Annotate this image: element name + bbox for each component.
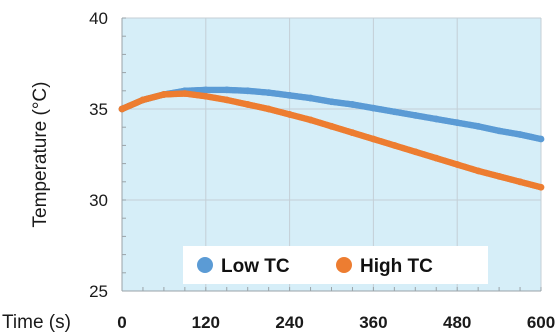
data-point: [349, 129, 356, 137]
x-tick-labels: 0 120 240 360 480 600: [117, 313, 555, 332]
data-point: [432, 154, 440, 162]
data-point: [411, 111, 419, 119]
data-point: [307, 116, 314, 124]
data-point: [307, 94, 314, 102]
x-tick-label: 480: [443, 313, 471, 332]
data-point: [370, 135, 377, 143]
data-point: [181, 90, 189, 97]
data-point: [495, 127, 503, 135]
data-point: [516, 131, 524, 138]
data-point: [139, 96, 147, 104]
data-point: [432, 115, 440, 123]
data-point: [328, 122, 335, 130]
legend-box: [183, 246, 488, 284]
data-point: [118, 105, 126, 113]
plot-area: [122, 18, 541, 291]
grid-horizontal: [122, 17, 541, 201]
data-point: [244, 87, 252, 95]
data-point: [453, 119, 461, 127]
grid-vertical: [205, 18, 542, 291]
data-point: [265, 105, 273, 113]
data-point: [390, 108, 398, 116]
data-point: [202, 86, 210, 94]
data-point: [474, 167, 482, 175]
y-tick-labels: 25 30 35 40: [89, 9, 108, 301]
y-axis-label: Temperature (°C): [30, 82, 51, 228]
y-tick-label: 35: [89, 100, 108, 119]
data-point: [411, 148, 419, 156]
legend-label: High TC: [360, 256, 433, 277]
legend: Low TC High TC: [183, 246, 488, 284]
x-tick-label: 0: [117, 313, 126, 332]
data-point: [516, 178, 524, 186]
data-point: [160, 91, 168, 98]
data-point: [474, 122, 482, 130]
y-tick-label: 30: [89, 191, 108, 210]
data-point: [223, 96, 231, 104]
legend-marker: [197, 257, 213, 273]
data-point: [453, 161, 461, 168]
data-point: [537, 135, 545, 143]
data-point: [265, 89, 273, 97]
x-tick-label: 120: [192, 313, 220, 332]
data-point: [244, 101, 252, 108]
data-point: [328, 98, 335, 106]
x-tick-label: 600: [527, 313, 555, 332]
axes: [121, 17, 542, 292]
y-tick-label: 40: [89, 9, 108, 28]
data-point: [390, 142, 398, 149]
legend-marker: [336, 257, 352, 273]
legend-label: Low TC: [221, 256, 290, 277]
data-point: [286, 111, 293, 118]
data-point: [349, 101, 356, 108]
x-axis-label: Time (s): [2, 312, 71, 333]
y-tick-label: 25: [89, 282, 108, 301]
data-point: [286, 91, 293, 99]
series-high-tc: [118, 90, 545, 191]
data-point: [202, 92, 210, 100]
series-layer: [118, 86, 545, 191]
data-point: [537, 183, 545, 191]
x-tick-label: 360: [359, 313, 387, 332]
data-point: [223, 86, 231, 94]
data-point: [495, 172, 503, 180]
x-tick-label: 240: [275, 313, 303, 332]
data-point: [370, 104, 377, 112]
